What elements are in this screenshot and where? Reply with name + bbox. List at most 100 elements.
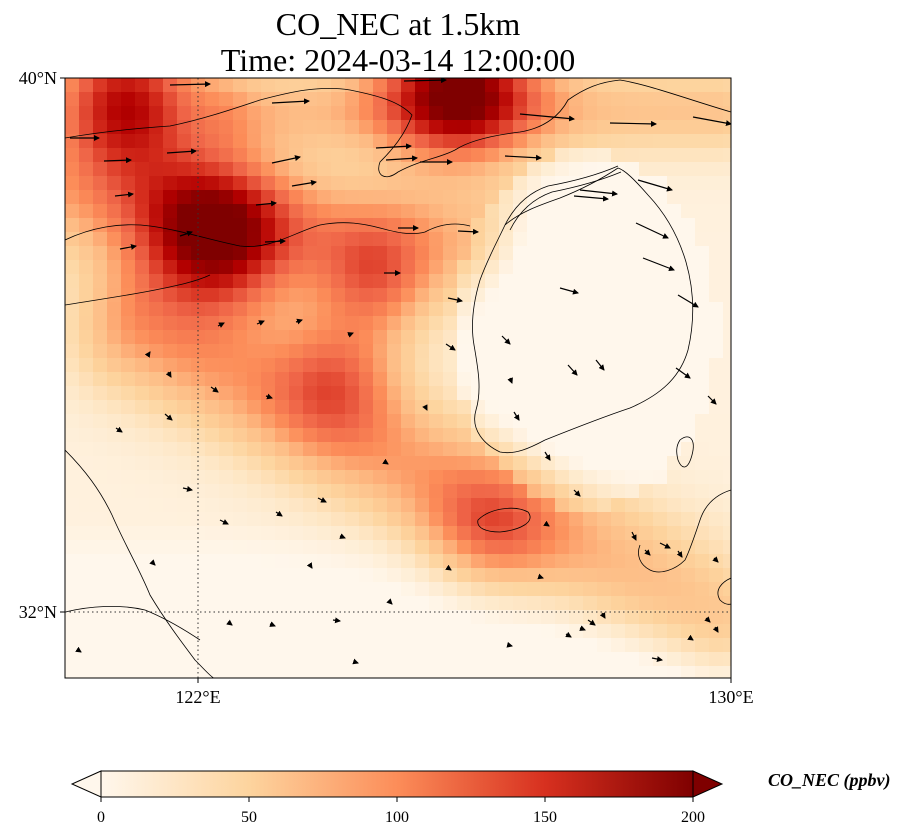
heatmap-cell xyxy=(513,78,528,93)
heatmap-cell xyxy=(723,568,731,583)
heatmap-cell xyxy=(639,372,654,387)
wind-arrow xyxy=(210,386,219,393)
heatmap-cell xyxy=(205,176,220,191)
heatmap-cell xyxy=(359,134,374,149)
heatmap-cell xyxy=(191,92,206,107)
wind-arrow xyxy=(675,367,691,379)
heatmap-cell xyxy=(135,554,150,569)
heatmap-cell xyxy=(219,190,234,205)
heatmap-cell xyxy=(121,218,136,233)
heatmap-cell xyxy=(359,358,374,373)
heatmap-cell xyxy=(653,428,668,443)
heatmap-cell xyxy=(331,666,346,678)
heatmap-cell xyxy=(415,344,430,359)
heatmap-cell xyxy=(513,386,528,401)
heatmap-cell xyxy=(499,134,514,149)
heatmap-cell xyxy=(555,456,570,471)
heatmap-cell xyxy=(443,288,458,303)
heatmap-cell xyxy=(681,582,696,597)
heatmap-cell xyxy=(485,92,500,107)
heatmap-cell xyxy=(247,316,262,331)
heatmap-cell xyxy=(373,372,388,387)
heatmap-cell xyxy=(625,92,640,107)
heatmap-cell xyxy=(625,190,640,205)
heatmap-cell xyxy=(261,274,276,289)
heatmap-cell xyxy=(205,484,220,499)
heatmap-cell xyxy=(611,498,626,513)
heatmap-cell xyxy=(583,624,598,639)
wind-arrow xyxy=(317,497,327,503)
heatmap-cell xyxy=(149,302,164,317)
heatmap-cell xyxy=(471,498,486,513)
heatmap-cell xyxy=(485,274,500,289)
heatmap-cell xyxy=(541,246,556,261)
heatmap-cell xyxy=(149,358,164,373)
heatmap-cell xyxy=(471,176,486,191)
heatmap-cell xyxy=(471,190,486,205)
heatmap-cell xyxy=(723,92,731,107)
heatmap-cell xyxy=(219,596,234,611)
heatmap-cell xyxy=(709,596,724,611)
heatmap-cell xyxy=(247,568,262,583)
heatmap-cell xyxy=(219,106,234,121)
heatmap-cell xyxy=(429,358,444,373)
heatmap-cell xyxy=(345,540,360,555)
heatmap-cell xyxy=(471,638,486,653)
heatmap-cell xyxy=(429,372,444,387)
heatmap-cell xyxy=(443,316,458,331)
heatmap-cell xyxy=(429,344,444,359)
heatmap-cell xyxy=(723,400,731,415)
heatmap-cell xyxy=(359,512,374,527)
heatmap-cell xyxy=(345,274,360,289)
heatmap-cell xyxy=(541,358,556,373)
heatmap-cell xyxy=(219,610,234,625)
heatmap-cell xyxy=(401,526,416,541)
heatmap-cell xyxy=(345,232,360,247)
heatmap-cell xyxy=(583,218,598,233)
heatmap-cell xyxy=(485,148,500,163)
heatmap-cell xyxy=(667,246,682,261)
heatmap-cell xyxy=(457,176,472,191)
heatmap-cell xyxy=(681,120,696,135)
heatmap-cell xyxy=(233,260,248,275)
heatmap-cell xyxy=(499,218,514,233)
heatmap-cell xyxy=(233,638,248,653)
heatmap-cell xyxy=(429,596,444,611)
heatmap-cell xyxy=(387,302,402,317)
heatmap-cell xyxy=(695,652,710,667)
heatmap-cell xyxy=(289,148,304,163)
heatmap-cell xyxy=(261,260,276,275)
heatmap-cell xyxy=(163,106,178,121)
heatmap-cell xyxy=(555,624,570,639)
heatmap-cell xyxy=(275,484,290,499)
heatmap-cell xyxy=(261,470,276,485)
heatmap-cell xyxy=(387,148,402,163)
heatmap-cell xyxy=(527,162,542,177)
heatmap-cell xyxy=(541,260,556,275)
heatmap-cell xyxy=(107,484,122,499)
heatmap-cell xyxy=(289,568,304,583)
heatmap-cell xyxy=(415,386,430,401)
heatmap-cell xyxy=(611,638,626,653)
heatmap-cell xyxy=(275,456,290,471)
heatmap-cell xyxy=(681,260,696,275)
wind-arrow xyxy=(182,485,193,492)
heatmap-cell xyxy=(625,302,640,317)
heatmap-cell xyxy=(709,260,724,275)
heatmap-cell xyxy=(429,386,444,401)
heatmap-cell xyxy=(667,526,682,541)
heatmap-cell xyxy=(457,260,472,275)
heatmap-cell xyxy=(387,610,402,625)
heatmap-cell xyxy=(709,176,724,191)
heatmap-cell xyxy=(555,526,570,541)
heatmap-cell xyxy=(597,568,612,583)
heatmap-cell xyxy=(303,92,318,107)
heatmap-cell xyxy=(569,260,584,275)
heatmap-cell xyxy=(597,106,612,121)
heatmap-cell xyxy=(79,288,94,303)
heatmap-cell xyxy=(135,372,150,387)
heatmap-cell xyxy=(149,414,164,429)
heatmap-cell xyxy=(373,148,388,163)
heatmap-cell xyxy=(429,190,444,205)
heatmap-cell xyxy=(275,372,290,387)
